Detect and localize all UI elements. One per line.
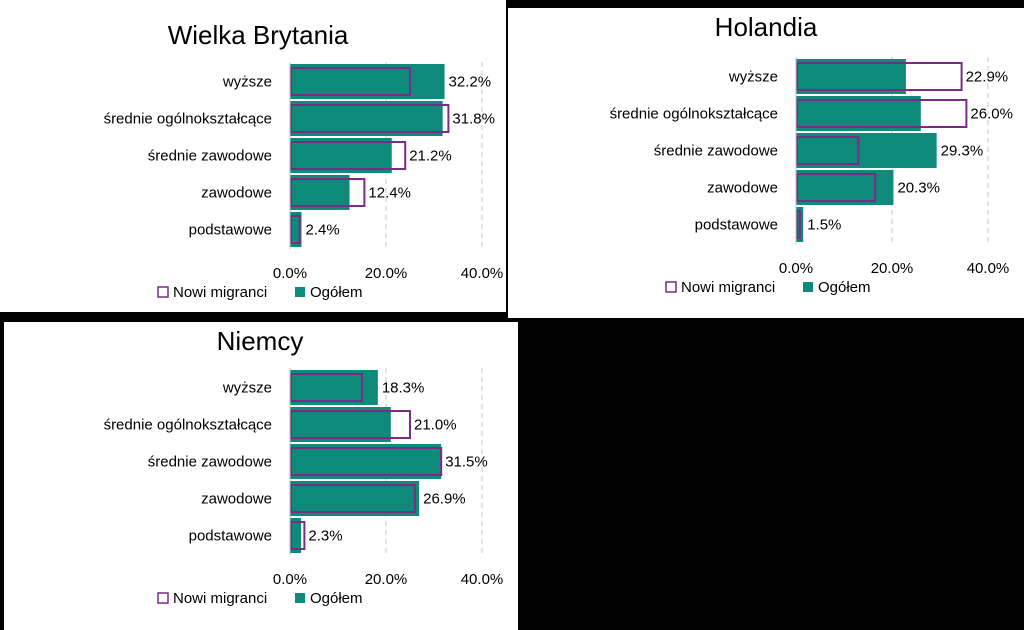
bar-nowi-migranci (290, 373, 363, 402)
data-label: 22.9% (966, 69, 1009, 86)
data-label: 2.3% (308, 528, 342, 545)
legend: Nowi migranci Ogółem (157, 590, 363, 607)
bar-ogolem (290, 64, 445, 99)
bar-nowi-migranci (290, 215, 301, 244)
bar-nowi-migranci (796, 173, 877, 202)
legend-swatch-nowi-migranci (157, 592, 169, 604)
x-tick-label: 20.0% (871, 260, 914, 277)
chart-wielka-brytania: Wielka Brytania wyższe 32.2% średnie ogólno… (104, 20, 504, 301)
chart-panel-holandia: Holandia wyższe 22.9% średnie ogólnokształc… (508, 8, 1024, 318)
x-tick-label: 0.0% (273, 265, 307, 282)
category-label: średnie ogólnokształcące (104, 111, 272, 128)
bar-nowi-migranci (290, 178, 366, 207)
x-tick-label: 0.0% (273, 571, 307, 588)
data-label: 1.5% (807, 217, 841, 234)
category-label: zawodowe (201, 491, 272, 508)
bar-ogolem (290, 370, 378, 405)
category-label: zawodowe (707, 180, 778, 197)
bar-nowi-migranci (290, 484, 416, 513)
category-label: średnie ogólnokształcące (610, 106, 778, 123)
bar-nowi-migranci (290, 104, 450, 133)
bar-ogolem (290, 101, 443, 136)
category-label: wyższe (222, 380, 272, 397)
category-label: zawodowe (201, 185, 272, 202)
bar-ogolem (796, 133, 937, 168)
x-tick-label: 40.0% (461, 265, 504, 282)
bar-nowi-migranci (796, 136, 860, 165)
x-tick-label: 40.0% (967, 260, 1010, 277)
legend: Nowi migranci Ogółem (665, 279, 871, 296)
bar-ogolem (290, 444, 442, 479)
legend: Nowi migranci Ogółem (157, 284, 363, 301)
bar-ogolem (290, 212, 302, 247)
data-label: 21.0% (414, 417, 457, 434)
chart-panel-wielka-brytania: Wielka Brytania wyższe 32.2% średnie ogólno… (0, 0, 506, 312)
data-label: 29.3% (941, 143, 984, 160)
legend-label-ogolem: Ogółem (310, 284, 363, 301)
legend-swatch-ogolem (803, 282, 813, 292)
legend-label-nowi-migranci: Nowi migranci (173, 284, 267, 301)
x-tick-label: 40.0% (461, 571, 504, 588)
legend-label-ogolem: Ogółem (310, 590, 363, 607)
bar-ogolem (290, 138, 392, 173)
bar-ogolem (290, 481, 420, 516)
data-label: 32.2% (449, 74, 492, 91)
data-label: 26.0% (970, 106, 1013, 123)
category-label: podstawowe (695, 217, 778, 234)
category-label: podstawowe (189, 528, 272, 545)
legend-swatch-ogolem (295, 593, 305, 603)
category-label: wyższe (728, 69, 778, 86)
category-label: podstawowe (189, 222, 272, 239)
data-label: 21.2% (409, 148, 452, 165)
bar-nowi-migranci (290, 67, 411, 96)
chart-title: Niemcy (217, 326, 304, 356)
bar-nowi-migranci (290, 141, 407, 170)
legend-swatch-nowi-migranci (157, 286, 169, 298)
bar-ogolem (796, 59, 906, 94)
bar-nowi-migranci (796, 210, 801, 239)
chart-title: Wielka Brytania (168, 20, 349, 50)
data-label: 18.3% (382, 380, 425, 397)
x-tick-label: 20.0% (365, 265, 408, 282)
legend-label-ogolem: Ogółem (818, 279, 871, 296)
bar-ogolem (796, 170, 894, 205)
chart-panel-niemcy: Niemcy wyższe 18.3% średnie ogólnokształcąc… (4, 322, 518, 630)
category-label: średnie ogólnokształcące (104, 417, 272, 434)
chart-niemcy: Niemcy wyższe 18.3% średnie ogólnokształcąc… (104, 326, 504, 607)
legend-label-nowi-migranci: Nowi migranci (681, 279, 775, 296)
data-label: 31.8% (452, 111, 495, 128)
legend-swatch-ogolem (295, 287, 305, 297)
legend-swatch-nowi-migranci (665, 281, 677, 293)
category-label: średnie zawodowe (148, 454, 272, 471)
data-label: 26.9% (423, 491, 466, 508)
bar-nowi-migranci (290, 521, 306, 550)
bar-nowi-migranci (796, 99, 968, 128)
bar-nowi-migranci (290, 410, 411, 439)
bar-ogolem (290, 518, 302, 553)
x-tick-label: 0.0% (779, 260, 813, 277)
category-label: średnie zawodowe (654, 143, 778, 160)
bar-ogolem (290, 175, 350, 210)
data-label: 12.4% (368, 185, 411, 202)
data-label: 20.3% (897, 180, 940, 197)
x-tick-label: 20.0% (365, 571, 408, 588)
bar-nowi-migranci (796, 62, 963, 91)
bar-ogolem (290, 407, 391, 442)
data-label: 2.4% (306, 222, 340, 239)
data-label: 31.5% (445, 454, 488, 471)
bar-ogolem (796, 96, 921, 131)
chart-holandia: Holandia wyższe 22.9% średnie ogólnokształc… (610, 12, 1013, 296)
category-label: średnie zawodowe (148, 148, 272, 165)
legend-label-nowi-migranci: Nowi migranci (173, 590, 267, 607)
bar-nowi-migranci (290, 447, 443, 476)
category-label: wyższe (222, 74, 272, 91)
chart-title: Holandia (715, 12, 818, 42)
